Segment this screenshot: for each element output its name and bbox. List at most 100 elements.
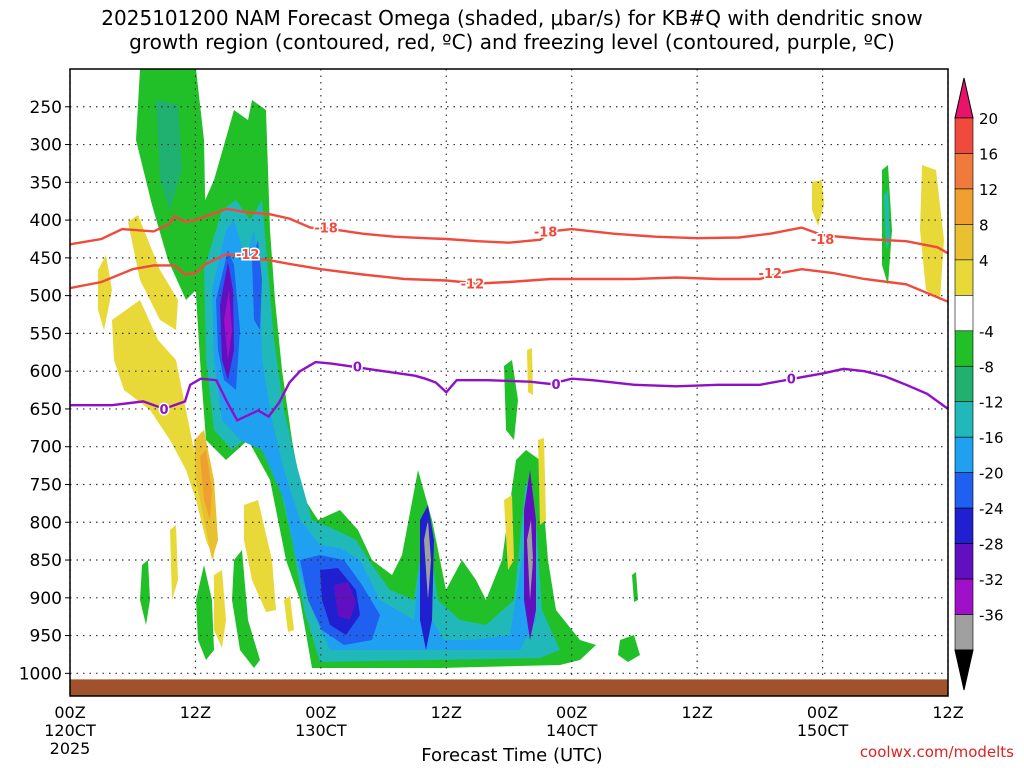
colorbar-swatch-2: [954, 153, 974, 190]
contour-label-isotherm0-1: 0: [353, 361, 362, 376]
temperature-contours: -18 -18 -18 -12 -12 -12 0 0 0 0: [69, 207, 949, 422]
contour-label-isotherm-12-0: -12: [236, 248, 260, 263]
colorbar-label-11: -28: [979, 536, 1004, 554]
y-tick-label-550: 550: [30, 324, 62, 344]
omega-region-blob-7b: [884, 190, 890, 250]
colorbar-swatch-4: [954, 224, 974, 261]
colorbar-label-9: -20: [979, 465, 1004, 483]
colorbar-swatch-12: [954, 507, 974, 544]
y-tick-label-950: 950: [30, 627, 62, 647]
contour-label-isotherm-18-1: -18: [534, 225, 558, 240]
colorbar-label-6: -8: [979, 358, 994, 376]
omega-region-sinking-13: [920, 165, 944, 300]
omega-region-sinking-8: [284, 596, 294, 632]
chart-title: 2025101200 NAM Forecast Omega (shaded, μ…: [0, 6, 1024, 54]
y-tick-label-1000: 1000: [19, 664, 62, 684]
plot-frame: [69, 68, 949, 697]
x-tick-label-84: 12Z: [932, 703, 963, 722]
x-tick-date-24: 130CT: [295, 721, 347, 740]
omega-region-blob-6: [632, 572, 638, 602]
omega-region-sinking-12: [812, 180, 824, 226]
x-tick-label-12: 12Z: [180, 703, 211, 722]
y-tick-label-300: 300: [30, 136, 62, 156]
y-tick-label-800: 800: [30, 513, 62, 533]
colorbar-bottom-arrow: [954, 649, 974, 691]
title-line-2: growth region (contoured, red, ºC) and f…: [129, 30, 895, 54]
omega-region-core-5b: [527, 520, 533, 600]
omega-region-blob-3: [232, 550, 260, 668]
x-axis-label: Forecast Time (UTC): [421, 745, 603, 766]
colorbar: 20 16 12 8 4 -4 -8 -12 -16 -20 -24 -28 -32 -36: [954, 77, 1004, 691]
x-tick-date-72: 150CT: [797, 721, 849, 740]
y-tick-label-400: 400: [30, 211, 62, 231]
contour-isotherm0: [70, 360, 949, 422]
omega-region-sinking-10: [538, 438, 546, 525]
x-tick-label-48: 00Z: [556, 703, 587, 722]
y-tick-label-700: 700: [30, 438, 62, 458]
y-tick-label-650: 650: [30, 400, 62, 420]
colorbar-swatch-6: [954, 295, 974, 332]
colorbar-label-10: -24: [979, 500, 1004, 518]
omega-region-sinking-7: [170, 525, 178, 600]
colorbar-label-0: 20: [979, 110, 998, 128]
omega-region-sinking-6: [214, 570, 226, 648]
omega-region-blob-1: [140, 560, 150, 625]
x-tick-label-0: 00Z: [54, 703, 85, 722]
omega-region-sinking-3: [128, 215, 178, 330]
contour-label-isotherm-12-1: -12: [461, 278, 485, 293]
colorbar-swatch-8: [954, 365, 974, 403]
colorbar-label-12: -32: [979, 571, 1004, 589]
colorbar-label-13: -36: [979, 607, 1004, 625]
contour-label-isotherm-12-2: -12: [759, 267, 783, 282]
contour-label-isotherm0-0: 0: [160, 403, 169, 418]
omega-region-sinking-4b: [200, 450, 212, 520]
omega-region-core-2: [252, 240, 262, 330]
colorbar-swatch-15: [954, 614, 974, 651]
omega-region-sinking-1: [98, 255, 112, 330]
colorbar-swatch-9: [954, 401, 974, 438]
omega-region-sinking-5: [244, 500, 276, 612]
y-tick-label-250: 250: [30, 98, 62, 118]
contour-isotherm-18: [69, 207, 949, 255]
omega-region-core-3c: [334, 582, 356, 620]
y-tick-label-750: 750: [30, 475, 62, 495]
contour-label-isotherm0-2: 0: [552, 378, 561, 393]
omega-region-main-plume-blue: [212, 220, 536, 650]
contour-isotherm-12: [69, 252, 949, 303]
omega-region-sinking-11: [527, 348, 533, 395]
omega-region-sinking-2: [112, 300, 214, 560]
x-tick-date-48: 140CT: [546, 721, 598, 740]
pressure-axis: 250 300 350 400 450 500 550 600 650 700 750 800 850 9…: [19, 98, 70, 684]
x-tick-label-72: 00Z: [807, 703, 838, 722]
omega-region-blob-5: [618, 635, 640, 662]
colorbar-swatch-14: [954, 578, 974, 615]
x-tick-label-36: 12Z: [431, 703, 462, 722]
colorbar-label-1: 16: [979, 145, 998, 163]
omega-region-sinking-9: [504, 495, 514, 570]
ground-terrain: [70, 679, 948, 696]
colorbar-label-8: -16: [979, 429, 1004, 447]
colorbar-label-4: 4: [979, 252, 989, 270]
colorbar-swatch-13: [954, 543, 974, 580]
colorbar-label-3: 8: [979, 216, 989, 234]
colorbar-label-7: -12: [979, 394, 1004, 412]
y-tick-label-850: 850: [30, 551, 62, 571]
title-line-1: 2025101200 NAM Forecast Omega (shaded, μ…: [101, 6, 923, 30]
contour-label-isotherm0-3: 0: [787, 373, 796, 388]
contour-label-isotherm-18-0: -18: [314, 222, 338, 237]
omega-region-blob-2: [196, 565, 214, 660]
x-tick-year-0: 2025: [50, 739, 91, 758]
omega-shading: [98, 69, 944, 668]
colorbar-swatch-11: [954, 472, 974, 509]
y-tick-label-600: 600: [30, 362, 62, 382]
colorbar-label-2: 12: [979, 181, 998, 199]
colorbar-swatch-5: [954, 259, 974, 296]
colorbar-swatch-3: [954, 188, 974, 225]
x-tick-label-24: 00Z: [305, 703, 336, 722]
contour-label-isotherm-18-2: -18: [811, 233, 835, 248]
x-tick-label-60: 12Z: [681, 703, 712, 722]
source-credit: coolwx.com/modelts: [859, 743, 1014, 761]
y-tick-label-450: 450: [30, 249, 62, 269]
y-tick-label-900: 900: [30, 589, 62, 609]
